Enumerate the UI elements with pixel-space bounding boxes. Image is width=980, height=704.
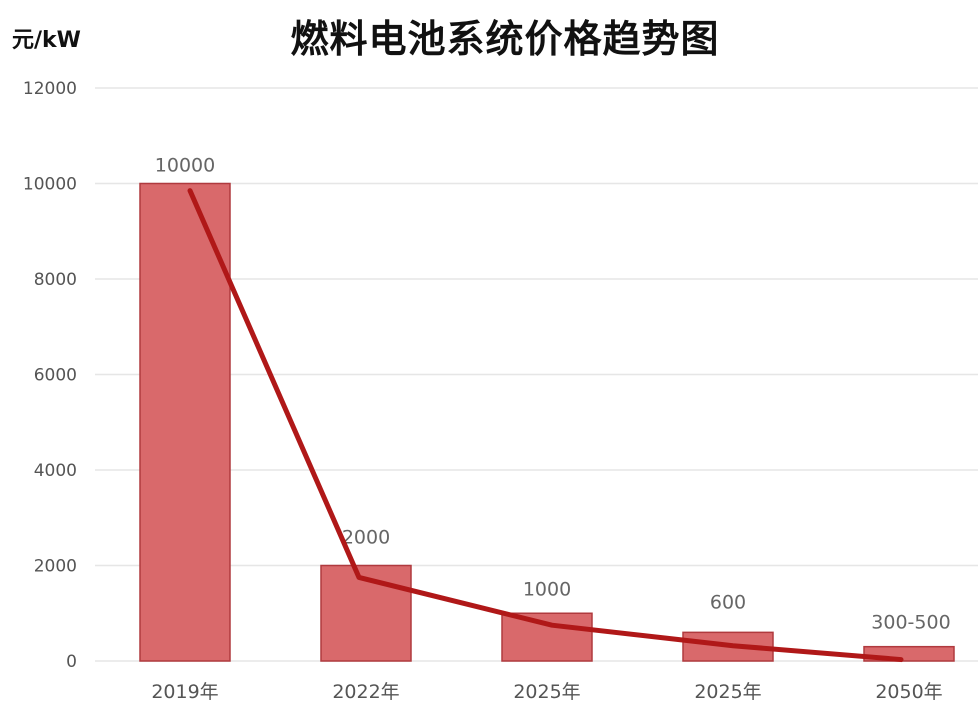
x-tick-label: 2022年 xyxy=(332,681,399,703)
trend-line xyxy=(187,188,904,663)
data-label: 10000 xyxy=(155,155,215,177)
bar xyxy=(320,564,412,662)
y-tick-label: 4000 xyxy=(34,461,77,481)
data-label: 600 xyxy=(710,591,746,613)
y-tick-label: 12000 xyxy=(23,79,77,99)
y-tick-label: 0 xyxy=(66,652,77,672)
y-axis-unit-label: 元/kW xyxy=(12,28,81,53)
x-tick-label: 2025年 xyxy=(694,681,761,703)
data-label: 300-500 xyxy=(871,612,950,634)
data-label: 1000 xyxy=(523,578,571,600)
x-tick-label: 2050年 xyxy=(875,681,942,703)
y-tick-label: 2000 xyxy=(34,557,77,577)
bar xyxy=(501,612,593,662)
data-label: 2000 xyxy=(342,527,390,549)
y-tick-label: 6000 xyxy=(34,366,77,386)
bar xyxy=(139,182,231,662)
chart-title: 燃料电池系统价格趋势图 xyxy=(290,17,720,61)
y-tick-label: 8000 xyxy=(34,270,77,290)
y-tick-label: 10000 xyxy=(23,175,77,195)
x-tick-label: 2019年 xyxy=(151,681,218,703)
x-tick-label: 2025年 xyxy=(513,681,580,703)
